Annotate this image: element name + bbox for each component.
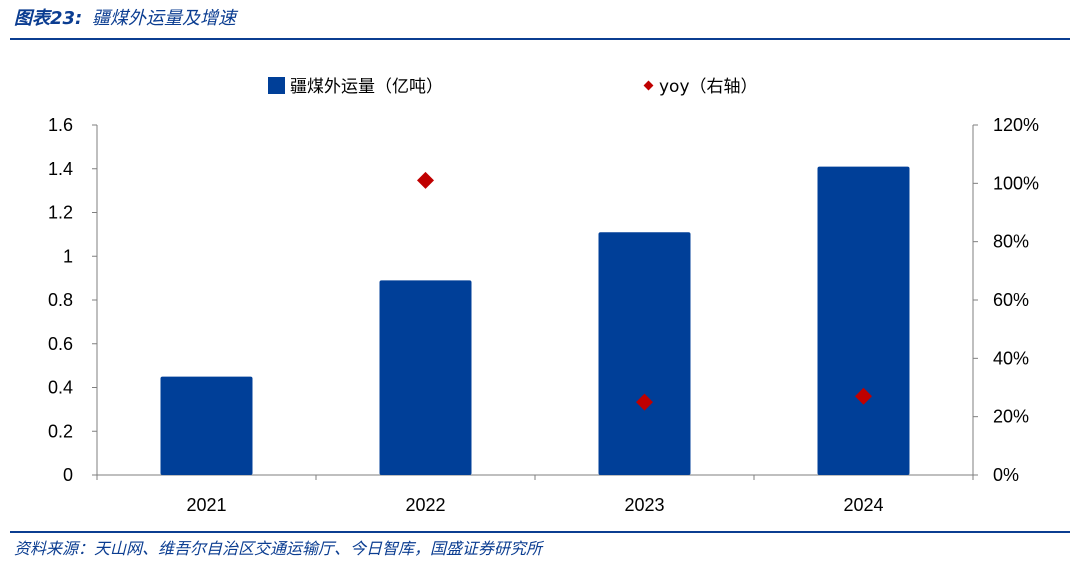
- yoy-marker-2023: [636, 393, 653, 411]
- x-axis-tick-label: 2023: [624, 495, 664, 515]
- chart-area: 疆煤外运量（亿吨） yoy（右轴） 0 0.2 0.4 0.6 0.8 1 1.2 1.4 1.…: [48, 77, 1039, 515]
- source-note: 资料来源：天山网、维吾尔自治区交通运输厅、今日智库，国盛证券研究所: [14, 539, 543, 558]
- yoy-marker-2024: [855, 387, 872, 405]
- yoy-series: [417, 171, 872, 411]
- left-axis-tick-label: 1: [63, 246, 73, 266]
- left-axis-tick-label: 0: [63, 465, 73, 485]
- chart-axes: 0 0.2 0.4 0.6 0.8 1 1.2 1.4 1.6 0% 20% 40% 60% 80% 100…: [48, 115, 1039, 515]
- bar-2022: [379, 280, 472, 475]
- bar-2023: [598, 232, 691, 475]
- header-rule: [10, 38, 1070, 40]
- bar-2024: [817, 166, 910, 475]
- figure-title: 疆煤外运量及增速: [91, 8, 236, 29]
- left-axis-tick-label: 0.2: [48, 421, 73, 441]
- left-axis-tick-label: 0.4: [48, 378, 73, 398]
- right-axis-tick-label: 60%: [993, 290, 1029, 310]
- right-axis-tick-label: 0%: [993, 465, 1019, 485]
- x-axis-tick-label: 2022: [405, 495, 445, 515]
- legend-swatch-marker: [643, 80, 654, 91]
- bar-series: [160, 166, 910, 475]
- x-axis-tick-label: 2024: [843, 495, 883, 515]
- left-axis-tick-label: 0.8: [48, 290, 73, 310]
- right-axis-tick-label: 40%: [993, 348, 1029, 368]
- footer-rule: [10, 531, 1070, 533]
- x-axis-tick-label: 2021: [186, 495, 226, 515]
- left-axis-tick-label: 0.6: [48, 334, 73, 354]
- legend-label-bar: 疆煤外运量（亿吨）: [290, 77, 443, 97]
- yoy-marker-2022: [417, 171, 434, 189]
- left-axis-tick-label: 1.6: [48, 115, 73, 135]
- left-axis-tick-label: 1.2: [48, 203, 73, 223]
- right-axis-tick-label: 120%: [993, 115, 1039, 135]
- right-axis-tick-label: 80%: [993, 232, 1029, 252]
- bar-2021: [160, 376, 253, 475]
- right-axis-tick-label: 100%: [993, 173, 1039, 193]
- figure-number: 图表23:: [14, 8, 83, 29]
- legend-label-marker: yoy（右轴）: [659, 77, 758, 97]
- figure-header: 图表23: 疆煤外运量及增速: [14, 4, 236, 34]
- legend-swatch-bar: [268, 77, 285, 94]
- left-axis-tick-label: 1.4: [48, 159, 73, 179]
- chart-legend: 疆煤外运量（亿吨） yoy（右轴）: [268, 77, 758, 97]
- right-axis-tick-label: 20%: [993, 407, 1029, 427]
